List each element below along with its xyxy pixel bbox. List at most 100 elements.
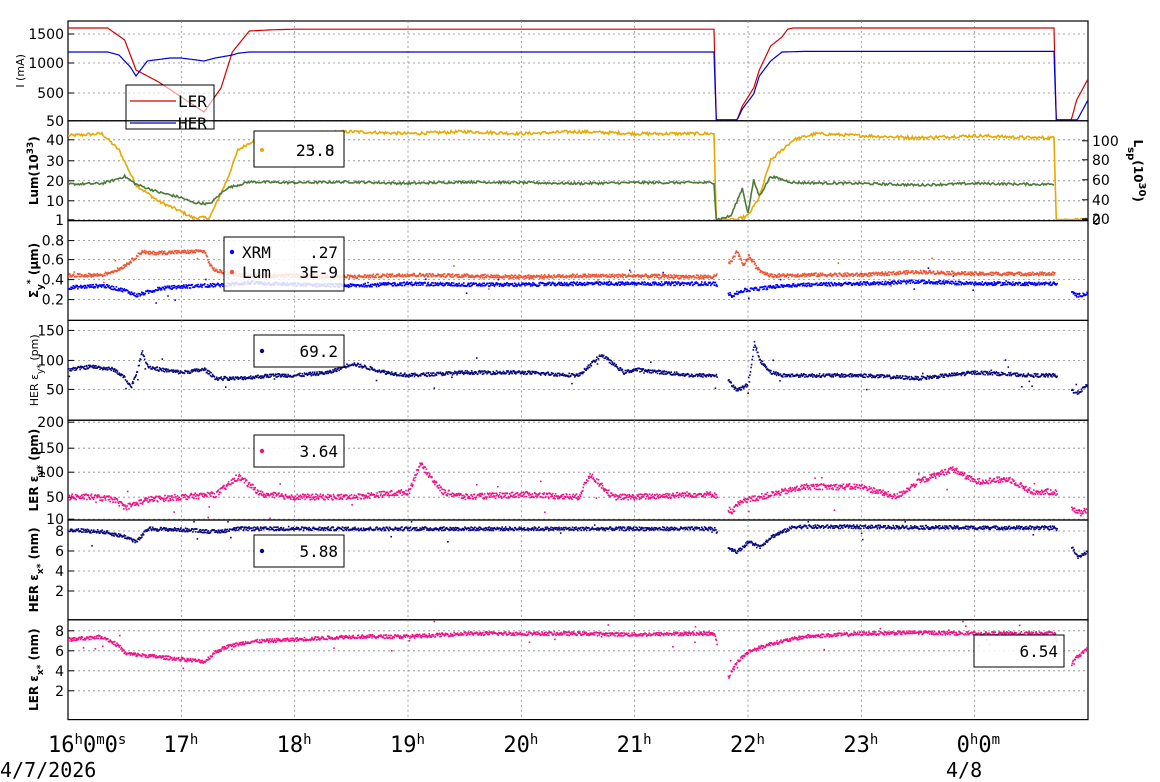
data-point bbox=[266, 373, 268, 376]
data-point bbox=[386, 273, 388, 275]
data-point bbox=[414, 372, 416, 375]
data-point bbox=[580, 372, 583, 374]
data-point bbox=[346, 276, 348, 278]
data-point bbox=[978, 282, 980, 284]
data-point bbox=[647, 276, 649, 279]
data-point bbox=[463, 373, 465, 376]
y-tick-label: 20 bbox=[46, 174, 64, 190]
data-point bbox=[767, 369, 770, 371]
data-point bbox=[411, 284, 413, 287]
data-point bbox=[492, 276, 495, 278]
data-point bbox=[571, 284, 573, 286]
data-point bbox=[972, 272, 974, 275]
data-point bbox=[856, 282, 859, 284]
data-point bbox=[493, 373, 496, 375]
data-point bbox=[209, 374, 212, 377]
data-point bbox=[770, 369, 772, 372]
data-point bbox=[574, 376, 576, 378]
data-point bbox=[745, 259, 747, 261]
data-point bbox=[709, 281, 712, 284]
data-point bbox=[789, 375, 792, 378]
data-point bbox=[405, 283, 407, 286]
data-point bbox=[180, 252, 182, 254]
data-point bbox=[130, 261, 132, 264]
data-point bbox=[528, 370, 531, 372]
data-point bbox=[530, 276, 533, 278]
data-point bbox=[260, 377, 262, 379]
data-point bbox=[1081, 295, 1084, 297]
data-point bbox=[579, 374, 581, 377]
data-point bbox=[332, 371, 335, 373]
data-point bbox=[838, 283, 841, 286]
data-point bbox=[475, 274, 477, 277]
data-point bbox=[81, 286, 84, 289]
data-point bbox=[439, 282, 441, 285]
data-point bbox=[107, 286, 110, 288]
data-point bbox=[437, 273, 439, 275]
data-point bbox=[541, 275, 544, 278]
data-point bbox=[682, 282, 684, 284]
data-point bbox=[521, 370, 524, 373]
data-point bbox=[1074, 294, 1076, 297]
data-point bbox=[482, 277, 484, 279]
data-point bbox=[598, 275, 601, 278]
data-point bbox=[75, 368, 77, 371]
data-point bbox=[979, 271, 981, 273]
data-point bbox=[876, 272, 878, 275]
data-point bbox=[833, 284, 835, 287]
data-point bbox=[813, 374, 815, 376]
data-point bbox=[937, 272, 939, 274]
data-point bbox=[737, 255, 740, 257]
data-point bbox=[970, 274, 972, 277]
data-point bbox=[1044, 271, 1046, 274]
data-point bbox=[919, 269, 922, 272]
data-point bbox=[810, 373, 812, 376]
data-point bbox=[351, 275, 353, 277]
data-point bbox=[889, 283, 892, 286]
data-point bbox=[1047, 272, 1049, 274]
data-point bbox=[453, 370, 456, 373]
data-point bbox=[1083, 293, 1086, 295]
data-point bbox=[70, 370, 72, 372]
data-point bbox=[1023, 282, 1025, 285]
data-point bbox=[766, 287, 768, 289]
data-point bbox=[272, 373, 275, 375]
data-point bbox=[481, 373, 484, 375]
data-point bbox=[660, 276, 663, 279]
data-point bbox=[786, 284, 788, 286]
data-point bbox=[362, 275, 365, 277]
data-point bbox=[372, 276, 374, 278]
data-area bbox=[68, 340, 1088, 395]
data-point bbox=[884, 282, 886, 284]
data-point bbox=[591, 283, 594, 286]
data-point bbox=[939, 272, 942, 275]
data-point bbox=[753, 346, 755, 349]
data-point bbox=[558, 372, 560, 375]
data-point bbox=[664, 282, 667, 285]
data-point bbox=[862, 275, 865, 277]
data-point bbox=[140, 293, 143, 296]
data-point bbox=[146, 362, 148, 365]
data-point bbox=[189, 284, 191, 286]
data-point bbox=[611, 275, 613, 278]
data-point bbox=[788, 375, 791, 378]
data-point bbox=[383, 284, 386, 286]
data-point bbox=[140, 358, 142, 361]
data-point bbox=[629, 371, 632, 373]
data-point bbox=[220, 270, 223, 272]
data-point bbox=[699, 284, 702, 286]
data-point bbox=[915, 279, 917, 282]
data-point bbox=[253, 377, 256, 380]
data-point bbox=[534, 283, 537, 286]
data-point bbox=[420, 281, 423, 284]
data-point bbox=[1054, 282, 1057, 285]
data-point bbox=[430, 283, 432, 285]
data-point bbox=[68, 375, 71, 378]
data-point bbox=[842, 273, 845, 275]
data-point bbox=[168, 285, 170, 287]
data-point bbox=[851, 272, 854, 275]
data-point bbox=[161, 250, 163, 252]
data-point bbox=[925, 270, 927, 273]
data-point bbox=[389, 273, 392, 275]
data-point bbox=[736, 388, 739, 390]
